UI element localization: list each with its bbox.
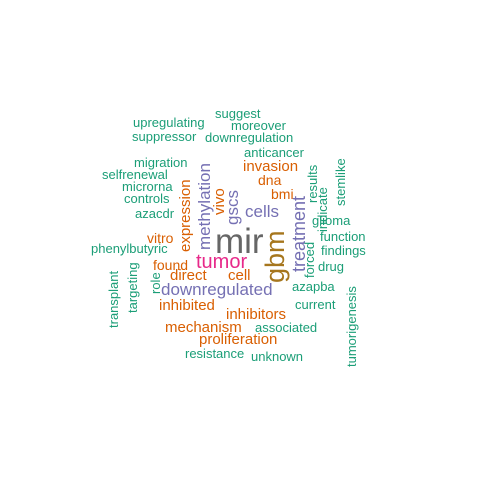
word-gbm: gbm (260, 230, 290, 283)
word-gscs: gscs (223, 190, 242, 225)
word-microrna: microrna (122, 179, 173, 194)
word-cell: cell (228, 267, 251, 284)
word-mechanism: mechanism (165, 319, 242, 336)
word-azacdr: azacdr (135, 206, 175, 221)
word-controls: controls (124, 191, 170, 206)
word-glioma: glioma (312, 213, 351, 228)
word-function: function (320, 229, 366, 244)
word-migration: migration (134, 155, 188, 170)
word-expression: expression (177, 179, 194, 252)
word-suggest: suggest (215, 106, 261, 121)
word-anticancer: anticancer (244, 145, 304, 160)
word-indicate: indicate (315, 187, 330, 232)
word-inhibitors: inhibitors (226, 306, 287, 323)
word-moreover: moreover (231, 118, 286, 133)
word-downregulation: downregulation (205, 130, 294, 145)
word-dna: dna (258, 172, 282, 188)
word-found: found (153, 257, 189, 273)
word-stemlike: stemlike (333, 158, 348, 206)
word-tumor: tumor (196, 251, 248, 273)
word-upregulating: upregulating (133, 115, 205, 130)
word-current: current (295, 297, 336, 312)
word-targeting: targeting (125, 262, 140, 313)
word-associated: associated (255, 320, 318, 335)
word-phenylbutyric: phenylbutyric (91, 241, 168, 256)
word-cells: cells (245, 202, 280, 221)
word-invasion: invasion (243, 158, 299, 175)
word-bmi: bmi (271, 186, 294, 202)
word-unknown: unknown (251, 349, 304, 364)
word-inhibited: inhibited (159, 297, 215, 314)
word-proliferation: proliferation (199, 331, 278, 348)
word-resistance: resistance (185, 346, 245, 361)
word-direct: direct (170, 267, 207, 284)
word-drug: drug (318, 259, 345, 274)
word-tumorigenesis: tumorigenesis (344, 286, 359, 367)
word-mir: mir (215, 222, 264, 261)
word-azapba: azapba (292, 279, 335, 294)
word-downregulated: downregulated (161, 280, 273, 299)
word-forced: forced (302, 241, 317, 278)
word-selfrenewal: selfrenewal (102, 167, 168, 182)
word-findings: findings (321, 243, 366, 258)
word-role: role (148, 272, 163, 294)
word-suppressor: suppressor (132, 129, 197, 144)
word-transplant: transplant (106, 270, 121, 328)
word-vitro: vitro (147, 230, 174, 246)
